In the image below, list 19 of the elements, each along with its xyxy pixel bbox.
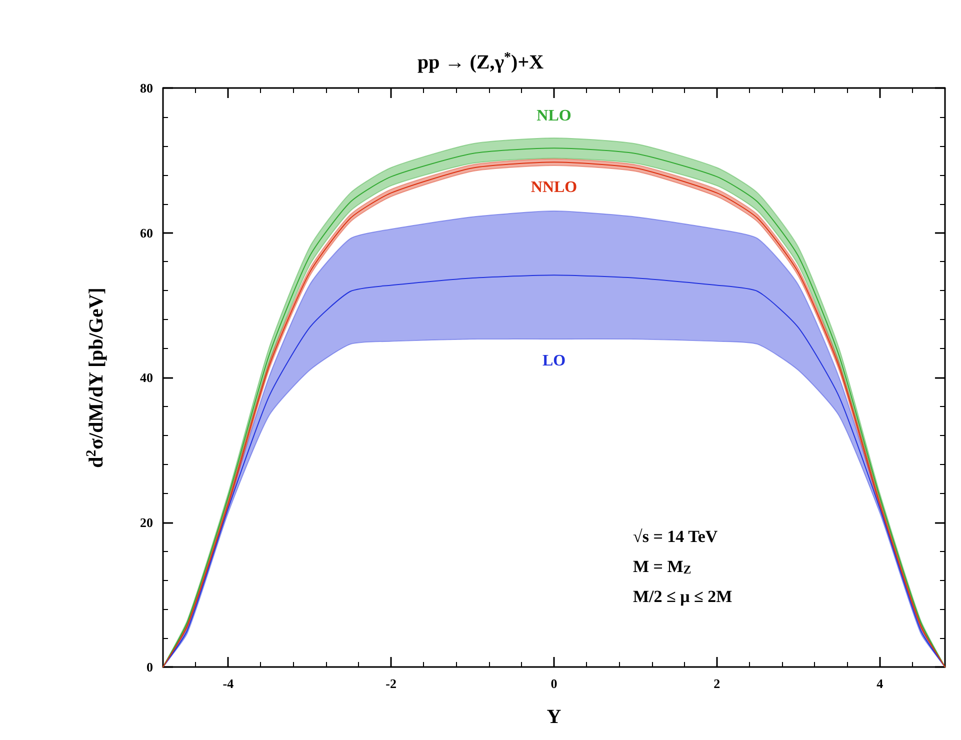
y-tick-label: 20 — [140, 514, 153, 530]
text: LO — [542, 352, 566, 370]
x-axis-title: Y — [546, 706, 562, 728]
y-tick-label: 60 — [140, 225, 153, 240]
annotation: M/2 ≤ μ ≤ 2M — [633, 587, 732, 606]
y-tick-label: 80 — [140, 80, 153, 96]
x-tick-label: 4 — [876, 676, 884, 691]
series-label: NLO — [536, 107, 572, 124]
chart-title: pp → (Z,γ*)+X — [417, 50, 544, 74]
series-label: NNLO — [530, 178, 578, 196]
y-tick-label: 0 — [146, 660, 153, 674]
x-tick-label: 0 — [550, 676, 558, 691]
annotation: √s = 14 TeV — [633, 527, 718, 546]
x-tick-label: 2 — [714, 676, 720, 691]
y-tick-label: 40 — [140, 370, 153, 385]
x-tick-label: -4 — [222, 676, 234, 691]
y-axis-title: d2σ/dM/dY [pb/GeV] — [84, 288, 108, 468]
annotation: M = MZ — [633, 557, 692, 576]
x-tick-label: -2 — [386, 676, 397, 691]
